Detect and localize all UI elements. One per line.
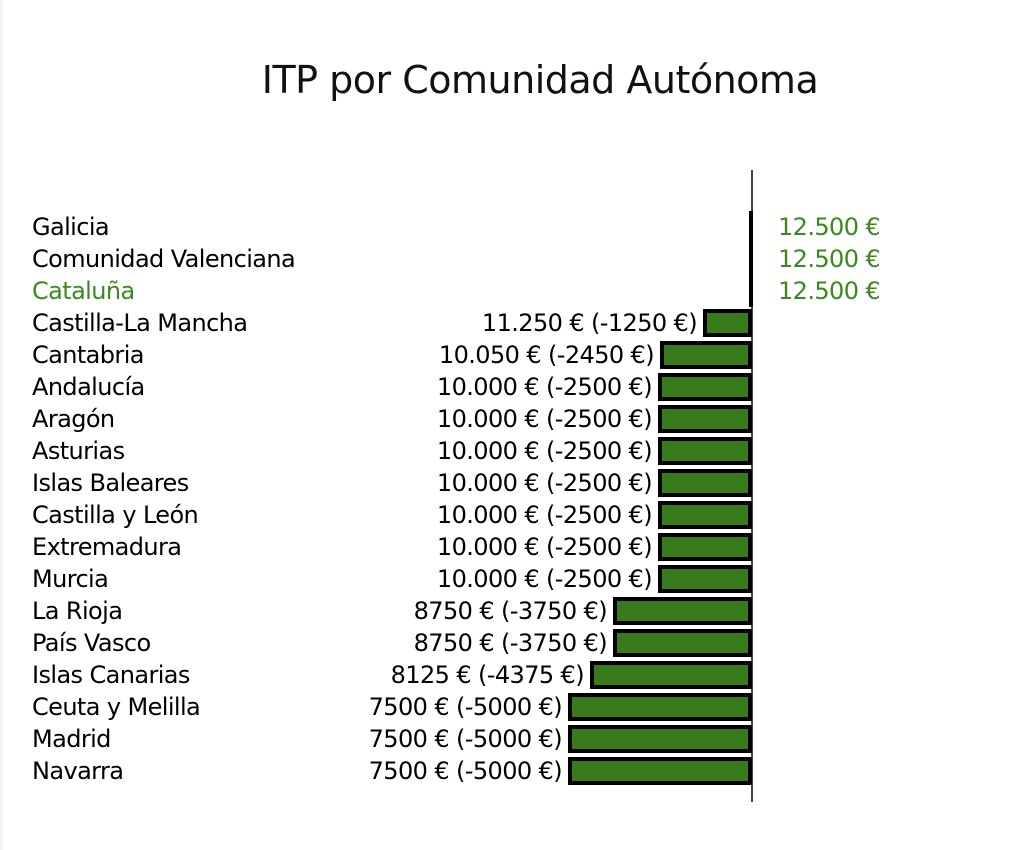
region-label: Islas Baleares (32, 469, 189, 497)
value-label: 10.000 € (-2500 €) (436, 469, 653, 497)
region-label: País Vasco (32, 629, 151, 657)
bar (613, 629, 752, 657)
bar (658, 565, 752, 593)
region-label: Galicia (32, 213, 110, 241)
bar (658, 405, 752, 433)
chart-row: Castilla y León 10.000 € (-2500 €) (0, 499, 1024, 531)
chart-title: ITP por Comunidad Autónoma (261, 58, 819, 102)
bar (658, 533, 752, 561)
region-label: Navarra (32, 757, 124, 785)
value-label: 10.000 € (-2500 €) (436, 405, 653, 433)
region-label: Madrid (32, 725, 111, 753)
value-label: 10.000 € (-2500 €) (436, 565, 653, 593)
chart-row: Islas Baleares 10.000 € (-2500 €) (0, 467, 1024, 499)
bar (568, 693, 752, 721)
bar (613, 597, 752, 625)
baseline-axis (751, 170, 753, 802)
chart-row: Asturias 10.000 € (-2500 €) (0, 435, 1024, 467)
bar (658, 501, 752, 529)
chart-row: Cantabria 10.050 € (-2450 €) (0, 339, 1024, 371)
value-label: 12.500 € (778, 277, 881, 305)
value-label: 10.000 € (-2500 €) (436, 533, 653, 561)
value-label: 12.500 € (778, 245, 881, 273)
region-label: Extremadura (32, 533, 182, 561)
chart-row: Ceuta y Melilla 7500 € (-5000 €) (0, 691, 1024, 723)
bar (658, 373, 752, 401)
bar (660, 341, 752, 369)
chart-row: Aragón 10.000 € (-2500 €) (0, 403, 1024, 435)
bar (658, 469, 752, 497)
chart-row: Comunidad Valenciana 12.500 € (0, 243, 1024, 275)
bar (658, 437, 752, 465)
region-label: Asturias (32, 437, 125, 465)
chart-row: Cataluña 12.500 € (0, 275, 1024, 307)
region-label: Islas Canarias (32, 661, 190, 689)
region-label: Ceuta y Melilla (32, 693, 201, 721)
region-label: Aragón (32, 405, 115, 433)
region-label: Cantabria (32, 341, 144, 369)
value-label: 11.250 € (-1250 €) (481, 309, 698, 337)
value-label: 7500 € (-5000 €) (368, 725, 563, 753)
bar (703, 309, 752, 337)
chart-row: Castilla-La Mancha 11.250 € (-1250 €) (0, 307, 1024, 339)
page-edge (0, 0, 3, 850)
value-label: 8750 € (-3750 €) (413, 629, 608, 657)
chart-row: La Rioja 8750 € (-3750 €) (0, 595, 1024, 627)
chart-row: Extremadura 10.000 € (-2500 €) (0, 531, 1024, 563)
region-label: Cataluña (32, 277, 135, 305)
bar (749, 275, 753, 307)
value-label: 10.000 € (-2500 €) (436, 373, 653, 401)
value-label: 10.000 € (-2500 €) (436, 437, 653, 465)
chart-row: Islas Canarias 8125 € (-4375 €) (0, 659, 1024, 691)
chart-row: Andalucía 10.000 € (-2500 €) (0, 371, 1024, 403)
region-label: Andalucía (32, 373, 145, 401)
region-label: Murcia (32, 565, 109, 593)
bar (749, 243, 753, 275)
region-label: La Rioja (32, 597, 123, 625)
chart-row: País Vasco 8750 € (-3750 €) (0, 627, 1024, 659)
chart-row: Galicia 12.500 € (0, 211, 1024, 243)
value-label: 7500 € (-5000 €) (368, 757, 563, 785)
region-label: Comunidad Valenciana (32, 245, 296, 273)
region-label: Castilla-La Mancha (32, 309, 248, 337)
bar (568, 725, 752, 753)
bar (568, 757, 752, 785)
region-label: Castilla y León (32, 501, 199, 529)
chart-row: Murcia 10.000 € (-2500 €) (0, 563, 1024, 595)
bar (590, 661, 752, 689)
value-label: 8750 € (-3750 €) (413, 597, 608, 625)
value-label: 7500 € (-5000 €) (368, 693, 563, 721)
bar (749, 211, 753, 243)
value-label: 10.000 € (-2500 €) (436, 501, 653, 529)
chart-row: Navarra 7500 € (-5000 €) (0, 755, 1024, 787)
value-label: 12.500 € (778, 213, 881, 241)
value-label: 10.050 € (-2450 €) (438, 341, 655, 369)
chart-row: Madrid 7500 € (-5000 €) (0, 723, 1024, 755)
value-label: 8125 € (-4375 €) (390, 661, 585, 689)
